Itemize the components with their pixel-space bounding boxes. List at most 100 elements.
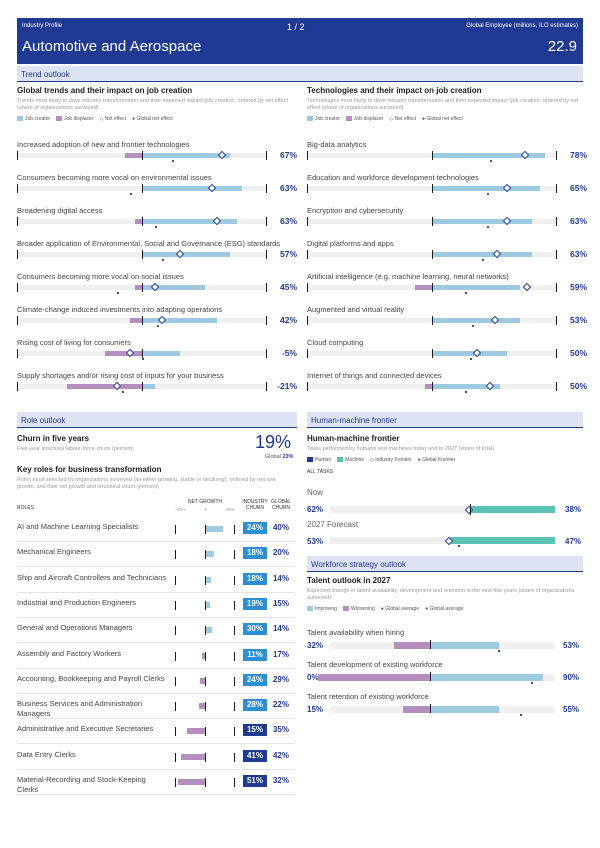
page-title: Automotive and Aerospace — [22, 38, 202, 55]
role-section-header: Role outlook — [17, 412, 297, 428]
talent-bar — [330, 640, 555, 652]
center-tick — [205, 702, 206, 712]
trend-label: Augmented and virtual reality — [307, 305, 405, 314]
trend-row: Consumers becoming more vocal on environ… — [17, 173, 297, 205]
talent-label: Talent retention of existing workforce — [307, 692, 429, 701]
creator-segment — [142, 351, 180, 356]
start-tick — [307, 184, 308, 193]
global-churn: 29% — [272, 674, 289, 684]
trend-bar — [307, 315, 557, 327]
trend-bar — [17, 315, 267, 327]
trend-bar — [307, 282, 557, 294]
creator-segment — [142, 318, 217, 323]
now-label: Now — [307, 488, 324, 497]
trend-label: Education and workforce development tech… — [307, 173, 479, 182]
all-tasks-label: ALL TASKS — [307, 469, 334, 475]
industry-churn: 24% — [243, 522, 267, 534]
employee-label: Global Employee (millions, ILO estimates… — [466, 23, 578, 29]
trend-value: 67% — [279, 150, 297, 160]
start-tick — [17, 349, 18, 358]
role-name: Accounting, Bookkeeping and Payroll Cler… — [17, 673, 165, 683]
net-growth-bar — [175, 727, 235, 737]
trend-value: 63% — [569, 216, 587, 226]
trend-value: 42% — [279, 315, 297, 325]
worsening-segment — [403, 706, 430, 713]
displacer-segment — [134, 285, 142, 290]
trends-subtitle: Trends most likely to drive industry tra… — [17, 98, 288, 111]
trend-row: Big-data analytics 78% — [307, 140, 587, 172]
forecast-label: 2027 Forecast — [307, 520, 359, 529]
trend-label: Consumers becoming more vocal on social … — [17, 272, 184, 281]
zero-tick — [175, 778, 176, 787]
page-indicator[interactable]: 1 / 2 — [287, 22, 305, 32]
industry-churn: 11% — [243, 648, 267, 661]
industry-churn: 15% — [243, 724, 267, 737]
center-tick — [430, 672, 431, 681]
creator-segment — [142, 384, 155, 389]
growth-segment — [205, 576, 211, 583]
improving-segment — [430, 674, 543, 681]
churn-subtitle: Five-year structural labour-force churn … — [17, 446, 134, 452]
start-tick — [307, 382, 308, 391]
global-effect-marker — [487, 193, 489, 195]
trend-label: Increased adoption of new and frontier t… — [17, 140, 190, 149]
role-name: Administrative and Executive Secretaries — [17, 724, 154, 734]
net-growth-bar — [175, 676, 235, 686]
trend-bar — [307, 249, 557, 261]
scale-tick — [234, 778, 235, 787]
industry-churn: 18% — [243, 572, 267, 585]
talent-subtitle: Expected change in talent availability, … — [307, 588, 575, 601]
global-effect-marker — [482, 259, 484, 261]
global-effect-marker — [162, 259, 164, 261]
creator-segment — [432, 318, 520, 323]
scale-tick — [234, 676, 235, 686]
end-tick — [556, 250, 557, 259]
net-effect-marker — [522, 282, 532, 292]
scale-tick — [234, 575, 235, 585]
trend-row: Artificial intelligence (e.g. machine le… — [307, 272, 587, 304]
role-row: Accounting, Bookkeeping and Payroll Cler… — [17, 670, 295, 694]
industry-churn: 19% — [243, 597, 267, 610]
industry-churn: 24% — [243, 673, 267, 686]
global-churn: 14% — [272, 624, 289, 634]
trend-value: 63% — [279, 216, 297, 226]
end-tick — [266, 184, 267, 193]
tech-title: Technologies and their impact on job cre… — [307, 86, 482, 95]
global-effect-marker — [489, 160, 492, 162]
center-tick — [205, 626, 206, 636]
net-growth-bar — [175, 575, 235, 585]
role-name: Mechanical Engineers — [17, 547, 91, 557]
roles-table-header: ROLES NET GROWTH -50% 0 50% INDUSTRY CHURN… — [17, 499, 291, 512]
center-tick — [142, 349, 143, 358]
global-effect-marker — [464, 391, 467, 393]
tech-panel: Technologies and their impact on job cre… — [307, 86, 583, 122]
net-growth-bar — [175, 702, 235, 712]
tech-legend: Job creator Job displacer ◇ Net effect ●… — [307, 116, 583, 122]
creator-segment — [432, 351, 507, 356]
start-tick — [17, 283, 18, 292]
trend-row: Broadening digital access 63% — [17, 206, 297, 238]
role-row: General and Operations Managers 30% 14% — [17, 619, 295, 644]
employee-value: 22.9 — [547, 38, 577, 55]
role-name: Industrial and Production Engineers — [17, 597, 136, 607]
start-tick — [307, 316, 308, 325]
start-tick — [17, 250, 18, 259]
center-tick — [142, 217, 143, 226]
creator-segment — [142, 219, 237, 224]
role-row: Industrial and Production Engineers 19% 15… — [17, 594, 295, 618]
industry-churn: 51% — [243, 775, 267, 787]
trend-value: 57% — [279, 249, 297, 259]
trend-bar — [17, 282, 267, 294]
hm-legend: Human Machine ◇ Industry Frontier ● Glob… — [307, 457, 583, 463]
trend-row: Cloud computing 50% — [307, 338, 587, 370]
creator-segment — [432, 153, 545, 158]
profile-label: Industry Profile — [22, 23, 63, 29]
talent-improving-value: 53% — [563, 641, 580, 650]
trend-value: 63% — [569, 249, 587, 259]
zero-tick — [175, 575, 176, 585]
now-machine: 38% — [565, 505, 582, 514]
trend-label: Artificial intelligence (e.g. machine le… — [307, 272, 509, 281]
start-tick — [17, 217, 18, 226]
trend-label: Supply shortages and/or rising cost of i… — [17, 371, 224, 380]
creator-segment — [432, 219, 532, 224]
